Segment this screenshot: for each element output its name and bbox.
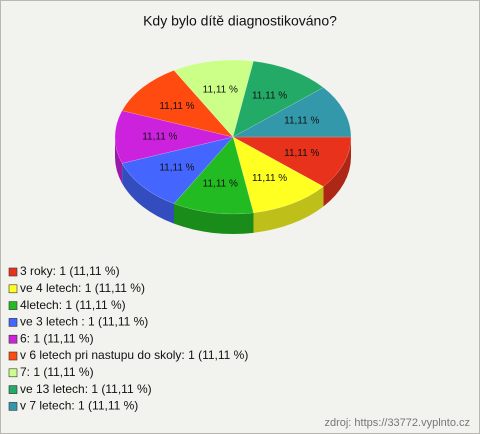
legend-label: ve 3 letech : 1 (11,11 %) [20, 315, 148, 329]
pie-slice [114, 110, 234, 164]
data-label: 11,11 % [203, 179, 238, 190]
data-label: 11,11 % [252, 173, 287, 184]
data-label: 11,11 % [159, 162, 194, 173]
legend-swatch [8, 318, 18, 327]
data-label: 11,11 % [142, 132, 177, 143]
legend-swatch [8, 284, 18, 294]
data-label: 11,11 % [159, 101, 194, 112]
pie-slice [173, 59, 254, 138]
pie-slice [232, 136, 352, 187]
legend-label: 7: 1 (11,11 %) [20, 365, 94, 379]
pie-slice [173, 136, 254, 215]
data-label: 11,11 % [284, 115, 319, 126]
legend-label: v 7 letech: 1 (11,11 %) [20, 399, 138, 413]
legend-label: 3 roky: 1 (11,11 %) [20, 264, 120, 278]
legend-label: 6: 1 (11,11 %) [20, 331, 94, 345]
pie-slice [121, 70, 234, 138]
legend-swatch [8, 301, 18, 310]
legend-swatch [8, 368, 18, 378]
slice-side [122, 163, 174, 224]
source: zdroj: https://33772.vyplnto.cz [324, 417, 470, 429]
pie-slice [232, 87, 352, 138]
data-label: 11,11 % [252, 90, 287, 101]
legend-swatch [8, 385, 18, 394]
chart-title: Kdy bylo dítě diagnostikováno? [143, 13, 337, 29]
slice-side [115, 137, 123, 184]
slice-side [174, 203, 254, 235]
legend-label: ve 4 letech: 1 (11,11 %) [20, 281, 145, 295]
legend-label: v 6 letech pri nastupu do skoly: 1 (11,1… [20, 348, 248, 362]
slice-side [253, 186, 324, 233]
slice-side [323, 137, 351, 207]
legend-swatch [8, 267, 18, 277]
data-label: 11,11 % [203, 85, 238, 96]
pie-slice [232, 60, 324, 138]
legend-label: 4letech: 1 (11,11 %) [20, 298, 126, 312]
data-label: 11,11 % [284, 148, 319, 159]
legend-label: ve 13 letech: 1 (11,11 %) [20, 382, 152, 396]
legend-swatch [8, 351, 18, 361]
pie-slice [232, 136, 324, 214]
legend-swatch [8, 402, 18, 411]
legend-swatch [8, 334, 18, 344]
pie-slice [121, 136, 234, 204]
